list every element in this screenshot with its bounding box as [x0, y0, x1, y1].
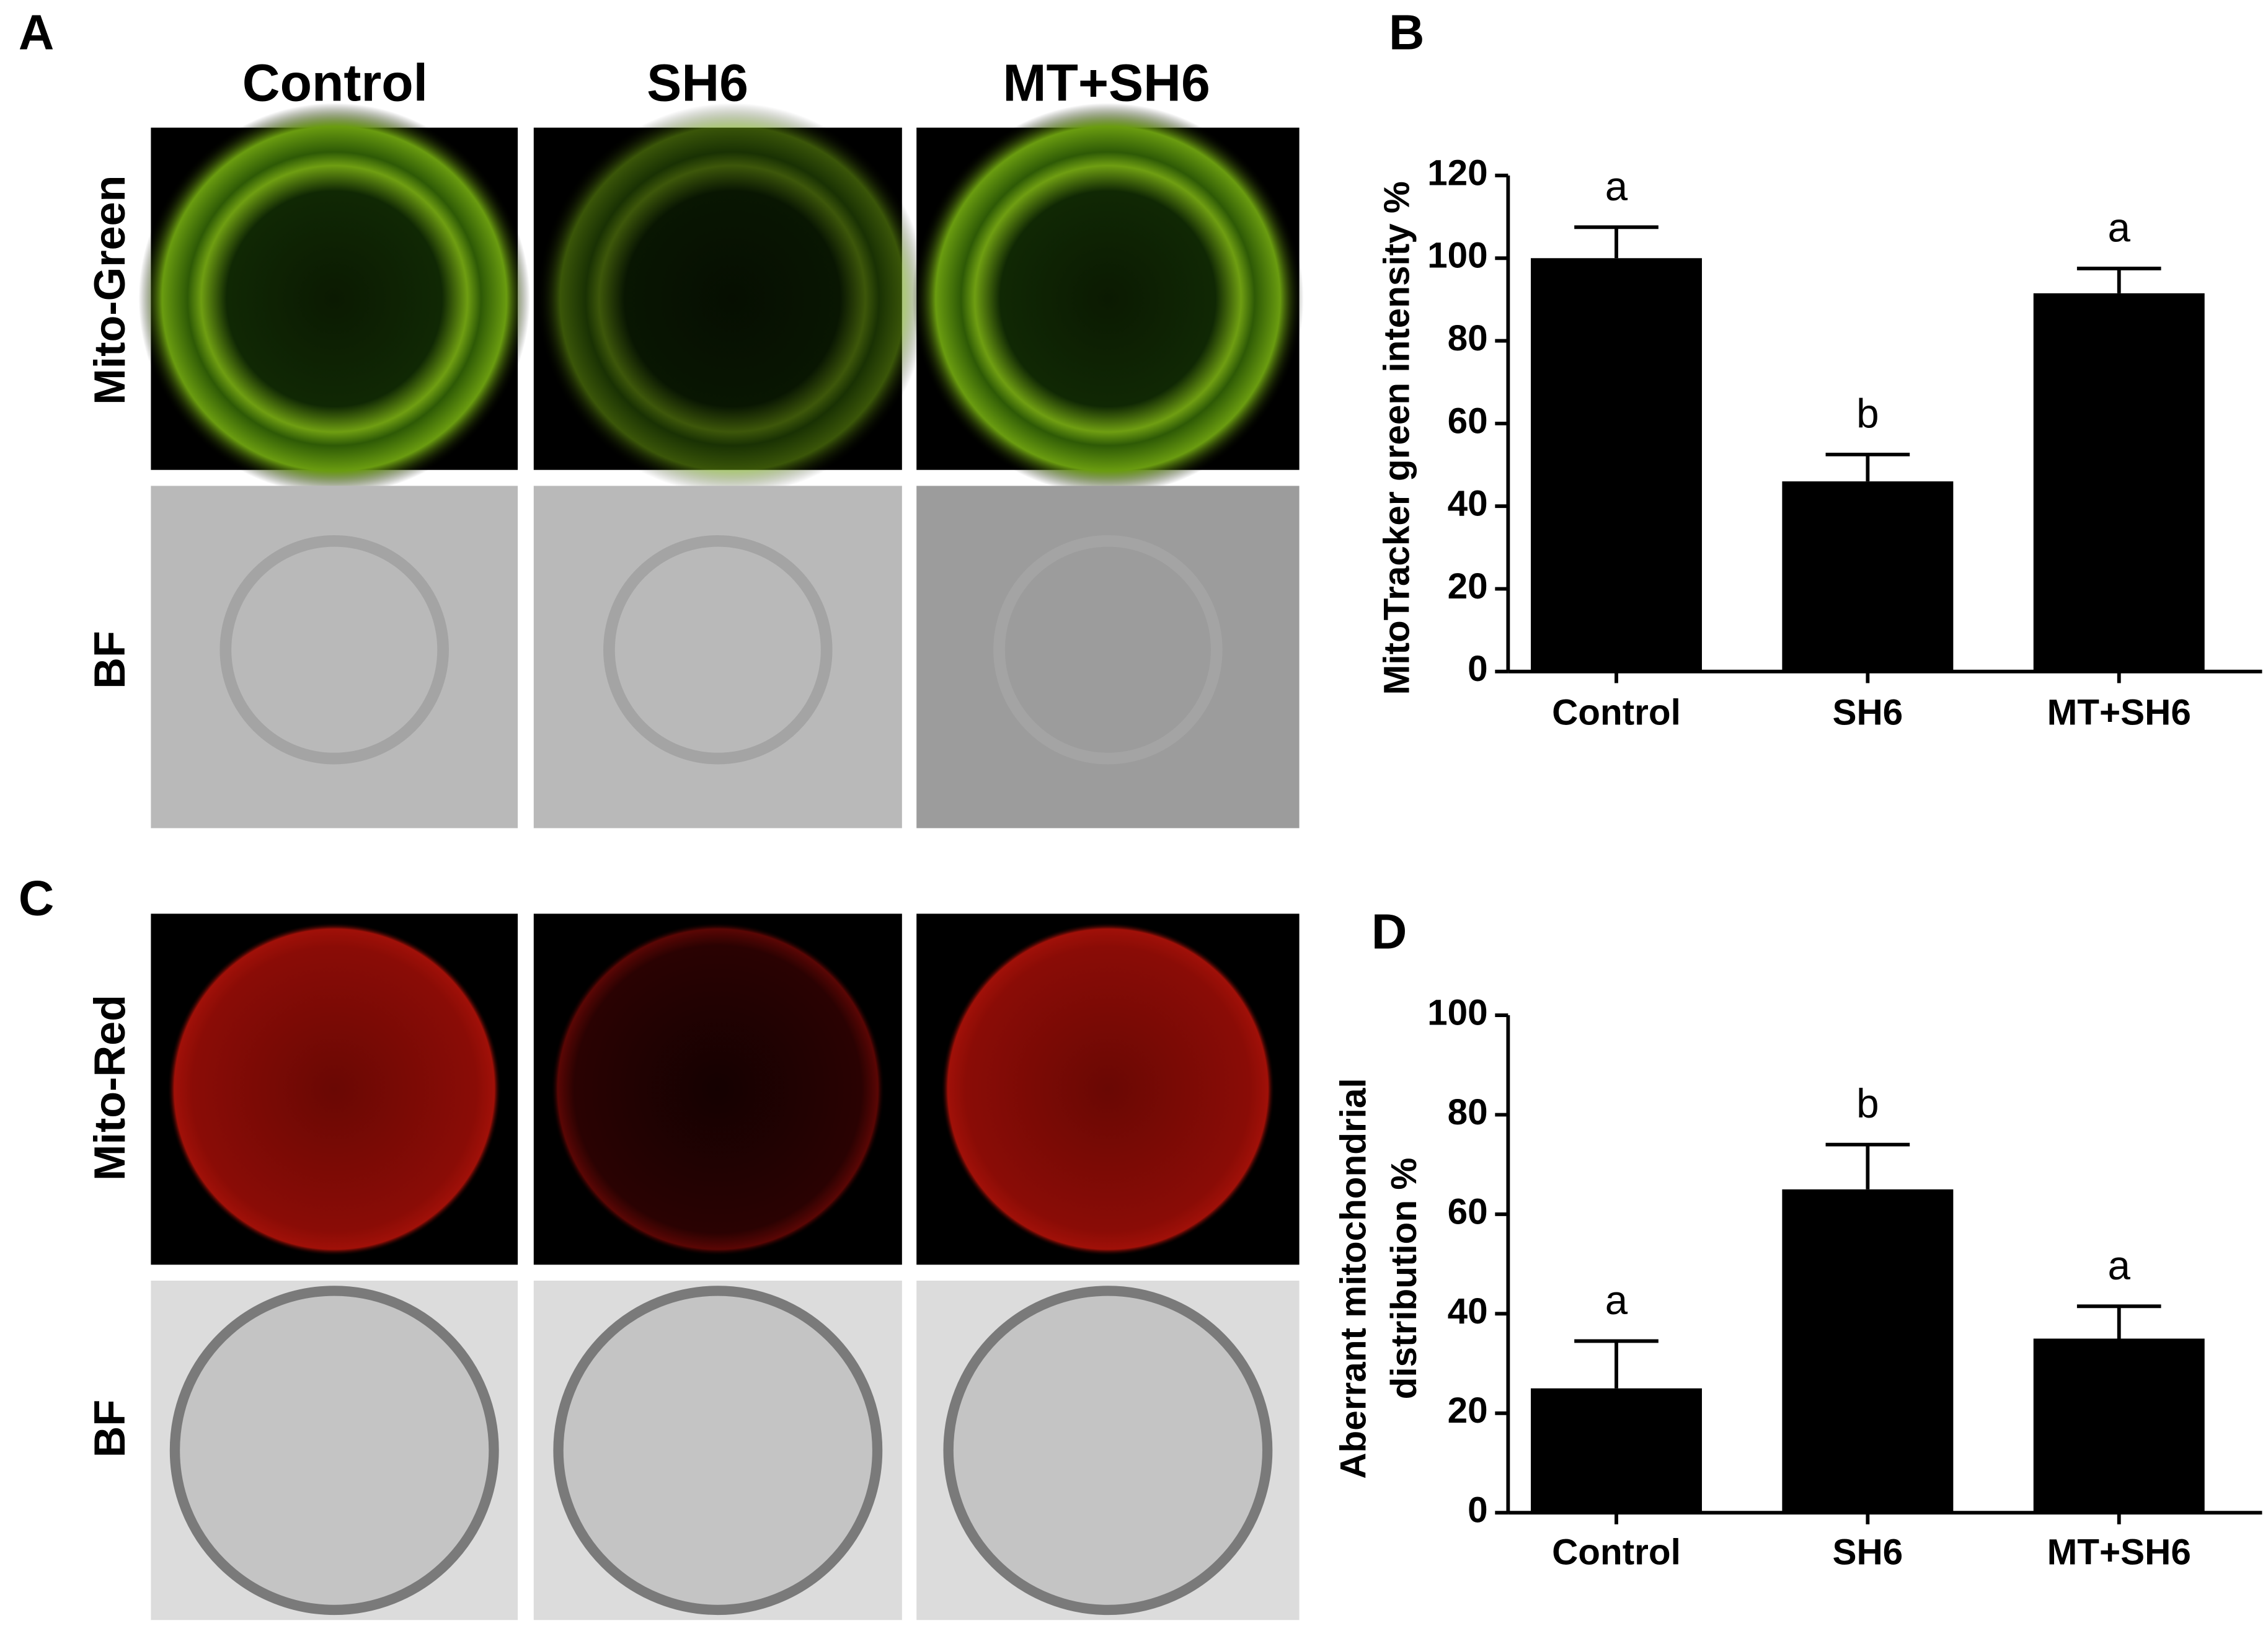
micrograph-cell [167, 922, 502, 1256]
y-tick-label: 20 [1448, 1390, 1488, 1431]
micrograph-cell [603, 535, 833, 765]
panel-label: C [19, 871, 54, 926]
row-label: Mito-Green [85, 176, 134, 405]
micrograph-cell [536, 103, 928, 495]
y-axis-label: MitoTracker green intensity % [1376, 181, 1417, 695]
y-axis-label: Aberrant mitochondrial [1333, 1078, 1373, 1478]
micrograph-cell [219, 535, 449, 765]
significance-letter: b [1856, 1081, 1879, 1126]
y-tick-label: 100 [1427, 992, 1488, 1033]
bar [2033, 293, 2205, 672]
y-tick-label: 80 [1448, 1092, 1488, 1132]
panel-label: B [1389, 4, 1424, 60]
x-tick-label: MT+SH6 [2047, 692, 2191, 732]
micrograph-cell [551, 922, 885, 1256]
significance-letter: b [1856, 391, 1879, 436]
micrograph-cell [553, 1286, 883, 1616]
micrograph-cell [912, 103, 1304, 495]
y-tick-label: 40 [1448, 484, 1488, 524]
y-tick-label: 60 [1448, 401, 1488, 441]
x-tick-label: Control [1552, 692, 1681, 732]
micrograph-cell [943, 1286, 1273, 1616]
row-label: BF [85, 631, 134, 689]
column-label: Control [242, 54, 428, 112]
panel-label: A [19, 4, 54, 60]
micrograph-cell [169, 1286, 499, 1616]
significance-letter: a [2108, 1243, 2131, 1288]
y-tick-label: 120 [1427, 153, 1488, 193]
bar [1531, 1388, 1702, 1513]
y-tick-label: 100 [1427, 236, 1488, 276]
column-label: MT+SH6 [1003, 54, 1210, 112]
y-axis-label: distribution % [1384, 1158, 1424, 1400]
x-tick-label: SH6 [1832, 692, 1903, 732]
bar [1782, 1189, 1954, 1513]
significance-letter: a [1605, 164, 1628, 209]
y-tick-label: 20 [1448, 566, 1488, 607]
x-tick-label: MT+SH6 [2047, 1532, 2191, 1572]
x-tick-label: SH6 [1832, 1532, 1903, 1572]
x-tick-label: Control [1552, 1532, 1681, 1572]
column-label: SH6 [647, 54, 748, 112]
panel-label: D [1371, 904, 1407, 959]
bar [1782, 481, 1954, 672]
row-label: Mito-Red [85, 995, 134, 1181]
bar [2033, 1338, 2205, 1513]
y-tick-label: 40 [1448, 1291, 1488, 1331]
significance-letter: a [1605, 1278, 1628, 1323]
micrograph-cell [941, 922, 1275, 1256]
y-tick-label: 0 [1468, 1490, 1488, 1531]
y-tick-label: 80 [1448, 318, 1488, 358]
micrograph-cell [993, 535, 1223, 765]
bar [1531, 258, 1702, 672]
y-tick-label: 60 [1448, 1191, 1488, 1232]
significance-letter: a [2108, 205, 2131, 250]
micrograph-cell [138, 103, 530, 495]
row-label: BF [85, 1400, 134, 1458]
y-tick-label: 0 [1468, 649, 1488, 689]
